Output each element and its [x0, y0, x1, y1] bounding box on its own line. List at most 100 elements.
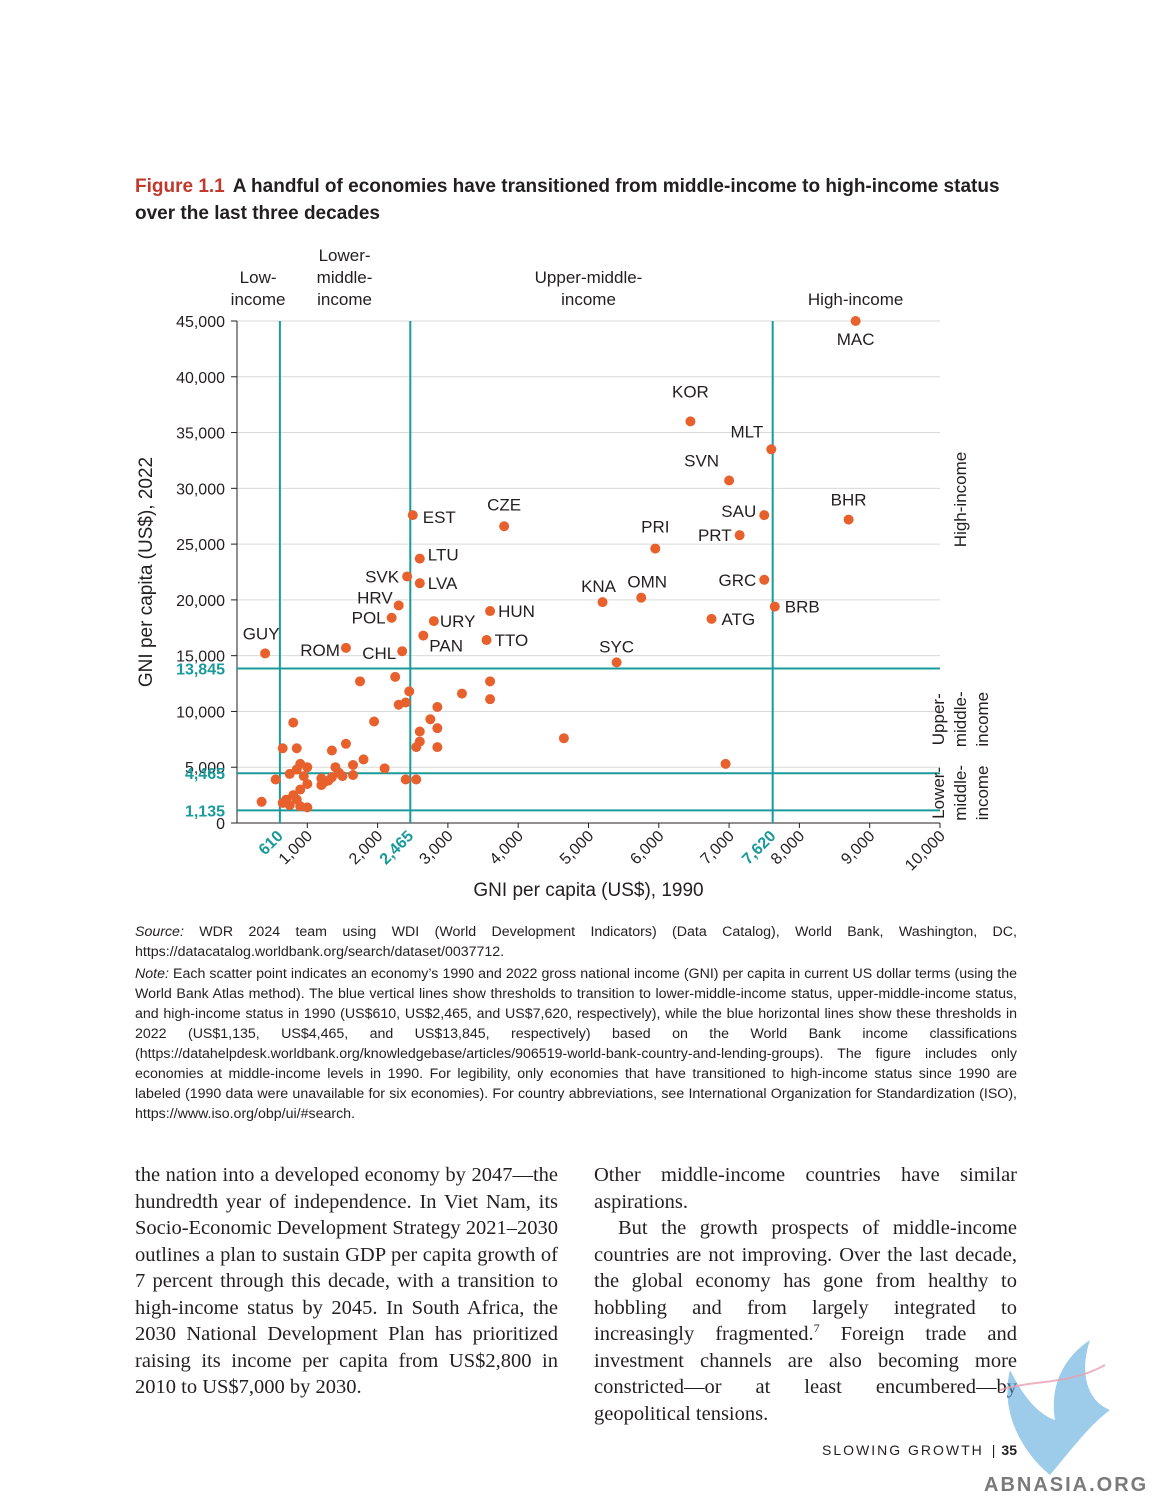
- scatter-point: [425, 714, 436, 725]
- scatter-point: [358, 754, 369, 765]
- scatter-point-labeled: [850, 316, 861, 326]
- note-line: Note: Each scatter point indicates an ec…: [135, 964, 1017, 1124]
- x-tick-label: 5,000: [557, 828, 597, 868]
- scatter-point: [432, 723, 443, 734]
- point-label: SVK: [365, 567, 400, 586]
- point-label: LTU: [428, 546, 459, 565]
- note-lead: Note:: [135, 966, 169, 982]
- zone-label-right: High-income: [951, 452, 970, 547]
- y-tick-label: 20,000: [176, 593, 225, 610]
- scatter-point: [347, 770, 358, 781]
- scatter-point-labeled: [418, 630, 429, 641]
- scatter-point: [256, 796, 267, 807]
- y-tick-label: 30,000: [176, 481, 225, 498]
- scatter-point: [270, 774, 281, 785]
- threshold-label-x: 2,465: [377, 828, 417, 868]
- scatter-point: [485, 676, 496, 687]
- zone-label-top: Upper-middle-: [535, 268, 643, 287]
- scatter-point: [404, 686, 415, 697]
- threshold-label-y: 13,845: [176, 662, 225, 679]
- footer-separator: |: [991, 1442, 996, 1458]
- scatter-point-labeled: [636, 592, 647, 603]
- source-lead: Source:: [135, 924, 184, 940]
- scatter-point: [302, 802, 313, 813]
- running-section-title: SLOWING GROWTH: [822, 1442, 984, 1458]
- zone-label-top: Low-: [240, 268, 277, 287]
- scatter-point: [302, 762, 313, 773]
- point-label: CHL: [362, 644, 396, 663]
- zone-label-top: Lower-: [319, 246, 371, 265]
- scatter-point-labeled: [485, 606, 496, 617]
- scatter-point: [291, 794, 302, 805]
- x-tick-label: 3,000: [416, 828, 456, 868]
- scatter-point: [393, 699, 404, 710]
- scatter-point: [302, 778, 313, 789]
- body-right-p2-after: Foreign trade and investment channels ar…: [594, 1323, 1017, 1425]
- y-tick-label: 5,000: [185, 760, 225, 777]
- scatter-point: [291, 743, 302, 754]
- scatter-point: [316, 780, 327, 791]
- point-label: GRC: [718, 571, 756, 590]
- scatter-point-labeled: [402, 571, 413, 582]
- point-label: BRB: [785, 598, 820, 617]
- scatter-point-labeled: [414, 553, 425, 564]
- body-column-right: Other middle-income countries have simil…: [594, 1162, 1017, 1427]
- source-notes: Source: WDR 2024 team using WDI (World D…: [135, 922, 1017, 1126]
- watermark-logo-icon: [999, 1340, 1110, 1475]
- zone-label-right: middle-: [951, 765, 970, 821]
- y-tick-label: 40,000: [176, 370, 225, 387]
- scatter-point: [277, 743, 288, 754]
- scatter-point-labeled: [340, 642, 351, 653]
- scatter-point: [284, 800, 295, 811]
- scatter-point-labeled: [843, 514, 854, 525]
- point-label: PRT: [698, 526, 732, 545]
- body-left-paragraph: the nation into a developed economy by 2…: [135, 1164, 559, 1398]
- scatter-point: [414, 726, 425, 737]
- scatter-point-labeled: [407, 510, 418, 521]
- scatter-point: [347, 759, 358, 770]
- scatter-point-labeled: [759, 574, 770, 585]
- x-tick-label: 1,000: [276, 828, 316, 868]
- point-label: OMN: [627, 573, 667, 592]
- scatter-point-labeled: [260, 648, 271, 659]
- scatter-point: [390, 671, 401, 682]
- x-tick-label: 9,000: [838, 828, 878, 868]
- zone-label-right: income: [973, 692, 992, 747]
- y-tick-label: 45,000: [176, 314, 225, 331]
- scatter-point: [558, 733, 569, 744]
- y-tick-label: 10,000: [176, 704, 225, 721]
- scatter-point-labeled: [499, 521, 510, 532]
- x-tick-label: 7,000: [698, 828, 738, 868]
- figure-number: Figure 1.1: [135, 176, 225, 197]
- scatter-point-labeled: [769, 601, 780, 612]
- scatter-point-labeled: [397, 646, 408, 657]
- source-line: Source: WDR 2024 team using WDI (World D…: [135, 922, 1017, 962]
- point-label: HUN: [498, 602, 535, 621]
- zone-label-top: High-income: [808, 290, 903, 309]
- y-tick-label: 25,000: [176, 537, 225, 554]
- figure-title: Figure 1.1 A handful of economies have tr…: [135, 173, 1015, 227]
- scatter-point-labeled: [734, 530, 745, 541]
- point-label: KOR: [672, 382, 709, 401]
- scatter-point: [340, 738, 351, 749]
- scatter-point: [432, 701, 443, 712]
- point-label: SVN: [684, 452, 719, 471]
- body-right-p2-before: But the growth prospects of middle-incom…: [594, 1217, 1017, 1345]
- scatter-point-labeled: [759, 510, 770, 521]
- x-tick-label: 6,000: [627, 828, 667, 868]
- x-axis-title: GNI per capita (US$), 1990: [473, 880, 703, 901]
- point-label: CZE: [487, 495, 521, 514]
- x-tick-label: 10,000: [902, 828, 949, 875]
- scatter-point: [485, 694, 496, 705]
- scatter-point-labeled: [650, 543, 661, 554]
- scatter-point: [720, 758, 731, 769]
- page-number: 35: [1001, 1442, 1017, 1458]
- scatter-point-labeled: [414, 578, 425, 589]
- point-label: SYC: [599, 637, 634, 656]
- scatter-point-labeled: [611, 657, 622, 668]
- footnote-ref-7[interactable]: 7: [813, 1321, 820, 1336]
- scatter-point: [411, 774, 422, 785]
- scatter-point: [432, 742, 443, 753]
- scatter-point-labeled: [481, 635, 492, 646]
- scatter-point: [379, 763, 390, 774]
